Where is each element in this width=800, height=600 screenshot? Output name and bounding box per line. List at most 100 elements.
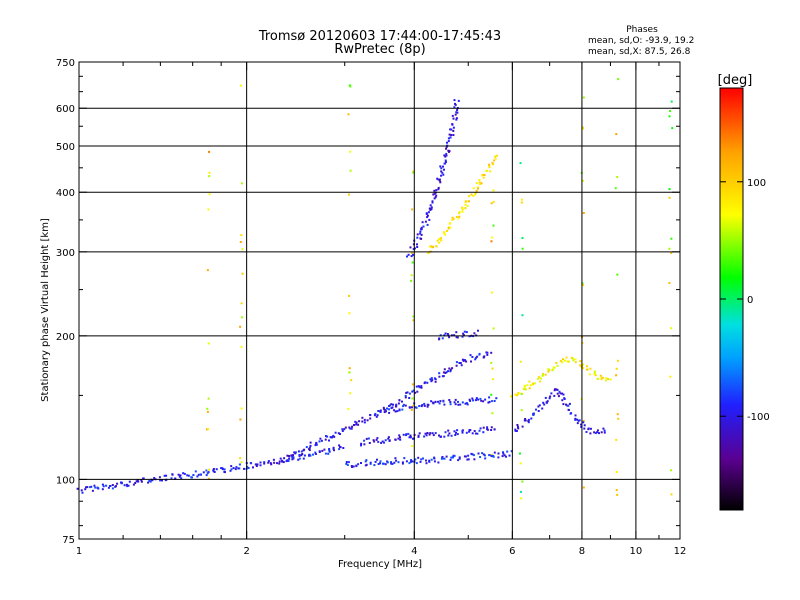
echo-point — [506, 450, 509, 453]
echo-point — [180, 477, 183, 480]
echo-point — [518, 392, 521, 395]
echo-point — [366, 419, 369, 422]
echo-point — [527, 421, 530, 424]
echo-point — [447, 370, 450, 373]
echo-point — [453, 99, 456, 102]
streak-point — [348, 367, 351, 370]
echo-point — [599, 374, 602, 377]
streak-point — [349, 392, 352, 395]
echo-point — [538, 376, 541, 379]
echo-point — [376, 437, 379, 440]
echo-point — [466, 458, 469, 461]
echo-point — [440, 239, 443, 242]
echo-point — [398, 399, 401, 402]
echo-point — [437, 186, 440, 189]
echo-point — [413, 247, 416, 250]
echo-point — [452, 134, 455, 136]
grid-layer — [79, 62, 680, 539]
x-tick-label: 12 — [674, 546, 687, 557]
echo-point — [454, 398, 457, 401]
echo-point — [469, 429, 472, 432]
echo-point — [486, 353, 489, 356]
echo-point — [531, 382, 534, 385]
echo-point — [347, 461, 350, 464]
streak-point — [582, 127, 585, 130]
echo-point — [408, 462, 411, 465]
echo-point — [426, 381, 429, 384]
echo-point — [221, 468, 224, 471]
echo-point — [449, 368, 452, 371]
echo-point — [588, 373, 591, 376]
streak-point — [582, 486, 585, 489]
echo-point — [497, 456, 500, 459]
echo-point — [420, 237, 423, 240]
echo-point — [345, 462, 348, 465]
echo-point — [550, 392, 553, 395]
streak-point — [616, 176, 619, 178]
echo-point — [537, 377, 539, 380]
echo-point — [463, 330, 466, 333]
echo-point — [466, 403, 469, 406]
echo-point — [324, 438, 327, 441]
echo-point — [450, 128, 453, 131]
echo-point — [545, 401, 548, 404]
echo-point — [483, 355, 486, 358]
echo-point — [84, 488, 87, 491]
echo-point — [596, 431, 599, 434]
echo-point — [326, 435, 329, 438]
echo-point — [230, 465, 233, 468]
echo-point — [135, 480, 138, 483]
echo-point — [515, 430, 518, 432]
streak-point — [239, 418, 242, 421]
echo-point — [561, 392, 564, 395]
echo-point — [439, 400, 442, 403]
echo-point — [331, 436, 334, 439]
echo-point — [374, 460, 377, 463]
x-tick-label: 2 — [243, 546, 249, 557]
echo-point — [477, 187, 479, 190]
echo-point — [341, 428, 344, 431]
chart-subtitle: RwPretec (8p) — [334, 42, 425, 57]
echo-point — [478, 179, 481, 181]
echo-point — [594, 432, 597, 435]
echo-point — [453, 454, 456, 457]
echo-point — [458, 362, 461, 364]
echo-point — [435, 194, 438, 197]
echo-point — [105, 484, 108, 487]
echo-point — [165, 474, 168, 477]
vertical-streak — [614, 78, 620, 496]
echo-point — [324, 452, 327, 455]
echo-point — [308, 448, 311, 450]
echo-point — [276, 462, 278, 465]
echo-point — [441, 171, 444, 174]
echo-point — [425, 462, 428, 465]
echo-point — [425, 212, 428, 215]
echo-point — [158, 476, 161, 479]
echo-point — [493, 428, 496, 431]
echo-point — [596, 378, 599, 380]
streak-point — [208, 468, 211, 471]
echo-point — [321, 449, 324, 452]
colorbar-tick-label: 0 — [747, 295, 753, 306]
echo-point — [350, 427, 353, 430]
streak-point — [616, 493, 619, 496]
echo-point — [488, 165, 491, 168]
echo-point — [442, 165, 444, 168]
echo-point — [430, 377, 433, 380]
x-axis-label: Frequency [MHz] — [338, 559, 422, 570]
echo-point — [386, 461, 389, 464]
echo-point — [587, 427, 590, 430]
echo-point — [206, 472, 209, 475]
echo-point — [452, 454, 455, 457]
streak-point — [614, 187, 617, 190]
echo-point — [598, 432, 600, 435]
echo-point — [416, 243, 418, 246]
streak-point — [669, 375, 672, 378]
echo-point — [438, 434, 440, 437]
echo-point — [537, 405, 540, 408]
echo-point — [430, 400, 433, 403]
echo-point — [488, 454, 491, 456]
echo-point — [564, 359, 566, 362]
echo-point — [443, 154, 446, 157]
streak-point — [521, 314, 524, 317]
